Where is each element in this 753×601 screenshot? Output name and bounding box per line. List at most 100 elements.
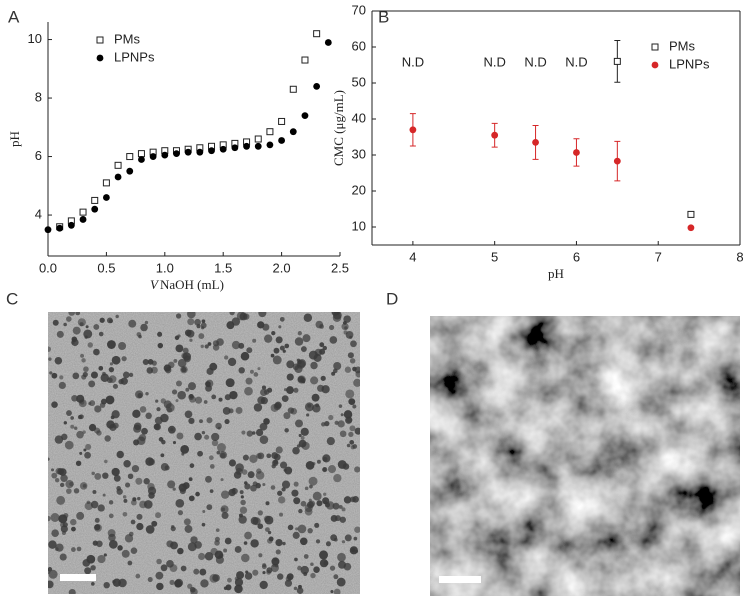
particle (190, 588, 198, 594)
particle (291, 489, 299, 497)
particle (127, 560, 133, 566)
particle (236, 312, 246, 321)
particle (104, 459, 108, 464)
particle (194, 396, 203, 404)
particle (315, 539, 321, 544)
particle (49, 371, 53, 375)
particle (353, 536, 358, 541)
particle (187, 583, 193, 589)
particle (160, 413, 169, 423)
particle (302, 334, 311, 343)
particle (187, 382, 197, 391)
particle (79, 322, 84, 327)
particle (76, 546, 82, 552)
particle (352, 404, 357, 409)
particle (271, 330, 276, 336)
particle (102, 472, 109, 479)
particle (312, 491, 322, 501)
particle (349, 425, 356, 432)
particle (300, 427, 309, 436)
particle (181, 352, 188, 359)
particle (296, 587, 304, 594)
particle (204, 552, 214, 561)
particle (323, 560, 329, 566)
particle (297, 565, 302, 571)
particle (107, 340, 116, 349)
particle (199, 568, 207, 576)
particle (155, 399, 159, 403)
particle (343, 410, 353, 419)
particle (158, 437, 164, 442)
marker (313, 30, 321, 38)
particle (128, 372, 134, 377)
particle (347, 352, 354, 359)
particle (338, 404, 343, 408)
x-tick-label: 6 (573, 249, 580, 264)
particle (328, 414, 334, 421)
particle (298, 433, 302, 438)
particle (90, 565, 96, 571)
particle (151, 520, 158, 527)
particle (341, 322, 349, 331)
particle (334, 420, 339, 425)
particle (250, 516, 259, 525)
micrograph (48, 312, 360, 594)
particle (68, 312, 76, 316)
particle (56, 330, 64, 338)
particle (277, 490, 283, 496)
particle (156, 407, 161, 412)
particle (294, 364, 303, 374)
x-tick-label: 7 (655, 249, 662, 264)
particle (123, 498, 128, 503)
particle (133, 439, 140, 446)
particle (211, 439, 219, 447)
particle (224, 418, 230, 425)
particle (238, 513, 243, 518)
x-tick-label: 0.5 (97, 260, 115, 275)
particle (283, 412, 291, 420)
particle (280, 461, 288, 469)
particle (111, 467, 120, 477)
particle (306, 413, 310, 417)
particle (155, 512, 162, 519)
particle (107, 529, 116, 537)
particle (171, 525, 175, 529)
particle (188, 477, 193, 482)
particle (319, 342, 325, 348)
particle (322, 345, 327, 351)
particle (252, 569, 259, 576)
particle (69, 481, 74, 487)
particle (250, 484, 257, 492)
particle (100, 373, 109, 382)
particle (84, 567, 92, 575)
particle (181, 452, 185, 456)
particle (122, 495, 127, 499)
particle (284, 579, 293, 587)
particle (225, 378, 235, 388)
particle (189, 463, 195, 468)
particle (157, 331, 163, 337)
y-tick-label: 60 (352, 38, 366, 53)
y-tick-label: 10 (28, 31, 42, 46)
particle (59, 553, 67, 561)
particle (103, 581, 110, 589)
particle (244, 531, 252, 540)
marker (114, 173, 122, 181)
particle (330, 590, 334, 594)
particle (310, 361, 318, 370)
particle (51, 529, 59, 538)
particle (278, 496, 286, 504)
particle (349, 440, 355, 445)
particle (177, 358, 187, 368)
particle (284, 466, 293, 475)
particle (189, 395, 196, 403)
particle (97, 554, 106, 564)
annotation: N.D (565, 54, 587, 69)
particle (327, 465, 337, 474)
particle (109, 319, 113, 324)
particle (259, 580, 268, 590)
particle (258, 553, 263, 558)
marker (102, 179, 110, 187)
particle (70, 424, 75, 429)
particle (352, 495, 359, 503)
